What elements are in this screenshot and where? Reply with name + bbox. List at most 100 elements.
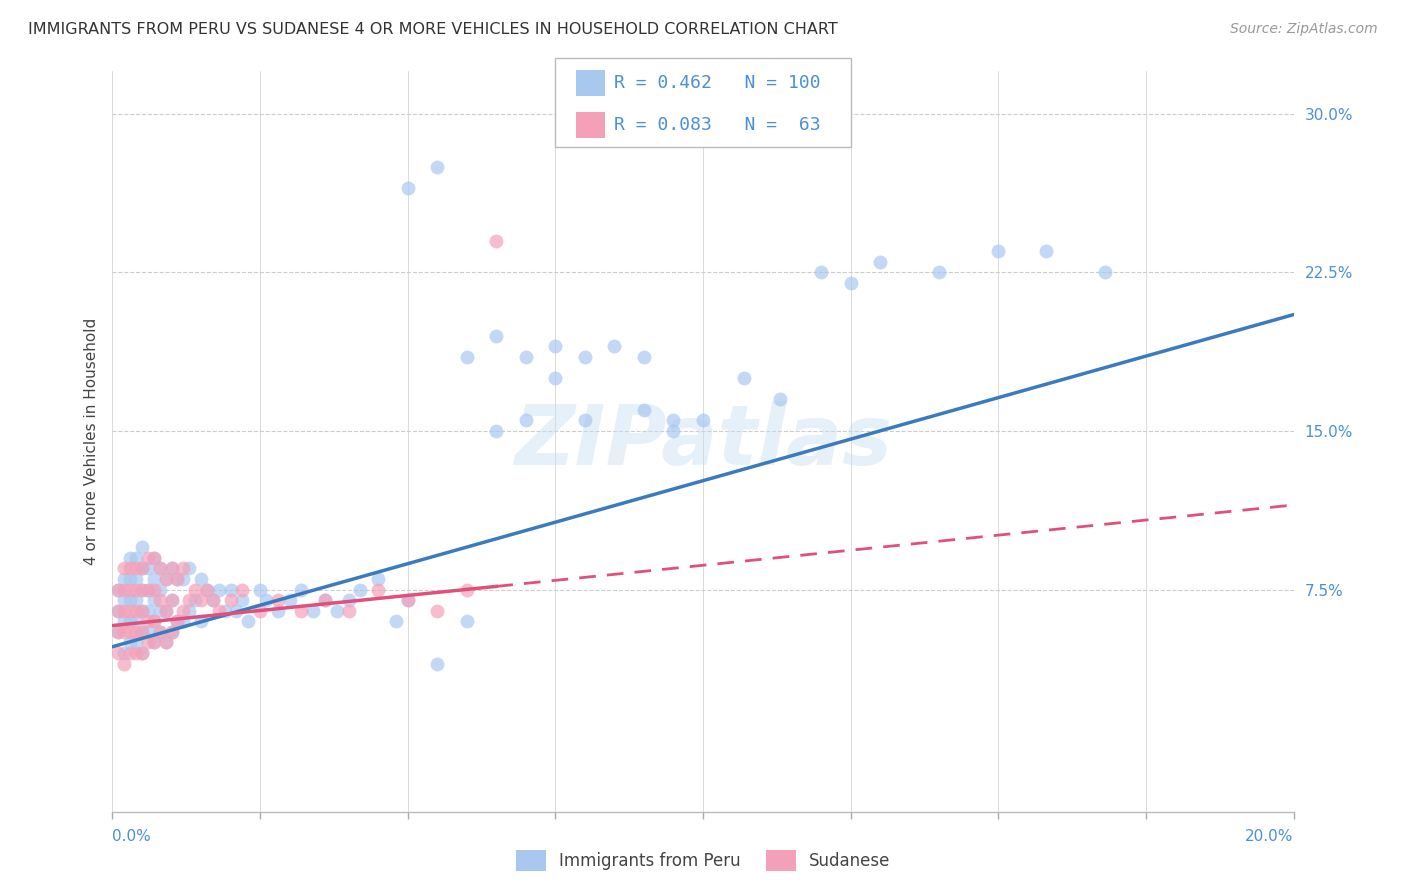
Point xyxy=(149,561,172,575)
Point xyxy=(136,635,159,649)
Point xyxy=(314,593,336,607)
Point xyxy=(120,582,142,597)
Point xyxy=(201,593,224,607)
Point xyxy=(179,593,201,607)
Point xyxy=(179,561,201,575)
Point xyxy=(184,582,207,597)
Point xyxy=(131,646,153,660)
Point xyxy=(136,550,159,565)
Point xyxy=(195,582,218,597)
Point xyxy=(125,582,148,597)
Point xyxy=(456,582,478,597)
Point xyxy=(142,582,165,597)
Point xyxy=(166,615,188,629)
Point xyxy=(190,593,212,607)
Point xyxy=(337,593,360,607)
Point xyxy=(208,604,231,618)
Point xyxy=(201,593,224,607)
Point xyxy=(692,413,714,427)
Point xyxy=(107,604,129,618)
Point xyxy=(172,572,194,586)
Point xyxy=(131,604,153,618)
Point xyxy=(112,572,135,586)
Point xyxy=(125,550,148,565)
Point xyxy=(603,339,626,353)
Point xyxy=(155,572,177,586)
Text: IMMIGRANTS FROM PERU VS SUDANESE 4 OR MORE VEHICLES IN HOUSEHOLD CORRELATION CHA: IMMIGRANTS FROM PERU VS SUDANESE 4 OR MO… xyxy=(28,22,838,37)
Point xyxy=(136,624,159,639)
Point xyxy=(149,561,172,575)
Point xyxy=(131,646,153,660)
Point xyxy=(662,413,685,427)
Point xyxy=(249,582,271,597)
Point xyxy=(290,604,312,618)
Point xyxy=(219,582,242,597)
Point xyxy=(426,160,449,174)
Point xyxy=(131,624,153,639)
Point xyxy=(131,561,153,575)
Point xyxy=(1035,244,1057,259)
Point xyxy=(928,265,950,279)
Point xyxy=(290,582,312,597)
Point xyxy=(190,615,212,629)
Point xyxy=(396,593,419,607)
Point xyxy=(349,582,371,597)
Point xyxy=(107,582,129,597)
Point xyxy=(385,615,408,629)
Point xyxy=(125,561,148,575)
Point xyxy=(166,572,188,586)
Point xyxy=(125,624,148,639)
Point xyxy=(225,604,247,618)
Point xyxy=(184,593,207,607)
Point xyxy=(367,582,389,597)
Point xyxy=(337,604,360,618)
Point xyxy=(166,572,188,586)
Legend: Immigrants from Peru, Sudanese: Immigrants from Peru, Sudanese xyxy=(509,844,897,878)
Point xyxy=(136,604,159,618)
Point xyxy=(426,657,449,671)
Text: R = 0.462   N = 100: R = 0.462 N = 100 xyxy=(614,74,821,92)
Point xyxy=(131,582,153,597)
Point xyxy=(195,582,218,597)
Point xyxy=(574,413,596,427)
Point xyxy=(120,561,142,575)
Point xyxy=(155,604,177,618)
Point xyxy=(142,635,165,649)
Point xyxy=(155,572,177,586)
Point xyxy=(107,604,129,618)
Point xyxy=(120,646,142,660)
Point xyxy=(249,604,271,618)
Point xyxy=(136,582,159,597)
Point xyxy=(107,582,129,597)
Point xyxy=(155,604,177,618)
Point xyxy=(149,624,172,639)
Point xyxy=(267,604,290,618)
Text: 0.0%: 0.0% xyxy=(112,829,152,844)
Text: R = 0.083   N =  63: R = 0.083 N = 63 xyxy=(614,116,821,134)
Point xyxy=(254,593,277,607)
Point xyxy=(485,424,508,438)
Point xyxy=(149,593,172,607)
Point xyxy=(125,572,148,586)
Point xyxy=(120,635,142,649)
Text: ZIPatlas: ZIPatlas xyxy=(515,401,891,482)
Point xyxy=(869,254,891,268)
Point xyxy=(238,615,260,629)
Point xyxy=(633,402,655,417)
Point xyxy=(131,582,153,597)
Point xyxy=(112,561,135,575)
Point xyxy=(160,561,183,575)
Point xyxy=(515,413,537,427)
Point xyxy=(485,328,508,343)
Point xyxy=(155,635,177,649)
Point xyxy=(112,646,135,660)
Point xyxy=(155,635,177,649)
Point xyxy=(987,244,1010,259)
Point xyxy=(107,624,129,639)
Point xyxy=(120,550,142,565)
Point xyxy=(160,624,183,639)
Point xyxy=(190,572,212,586)
Point xyxy=(574,350,596,364)
Point xyxy=(120,604,142,618)
Point xyxy=(112,593,135,607)
